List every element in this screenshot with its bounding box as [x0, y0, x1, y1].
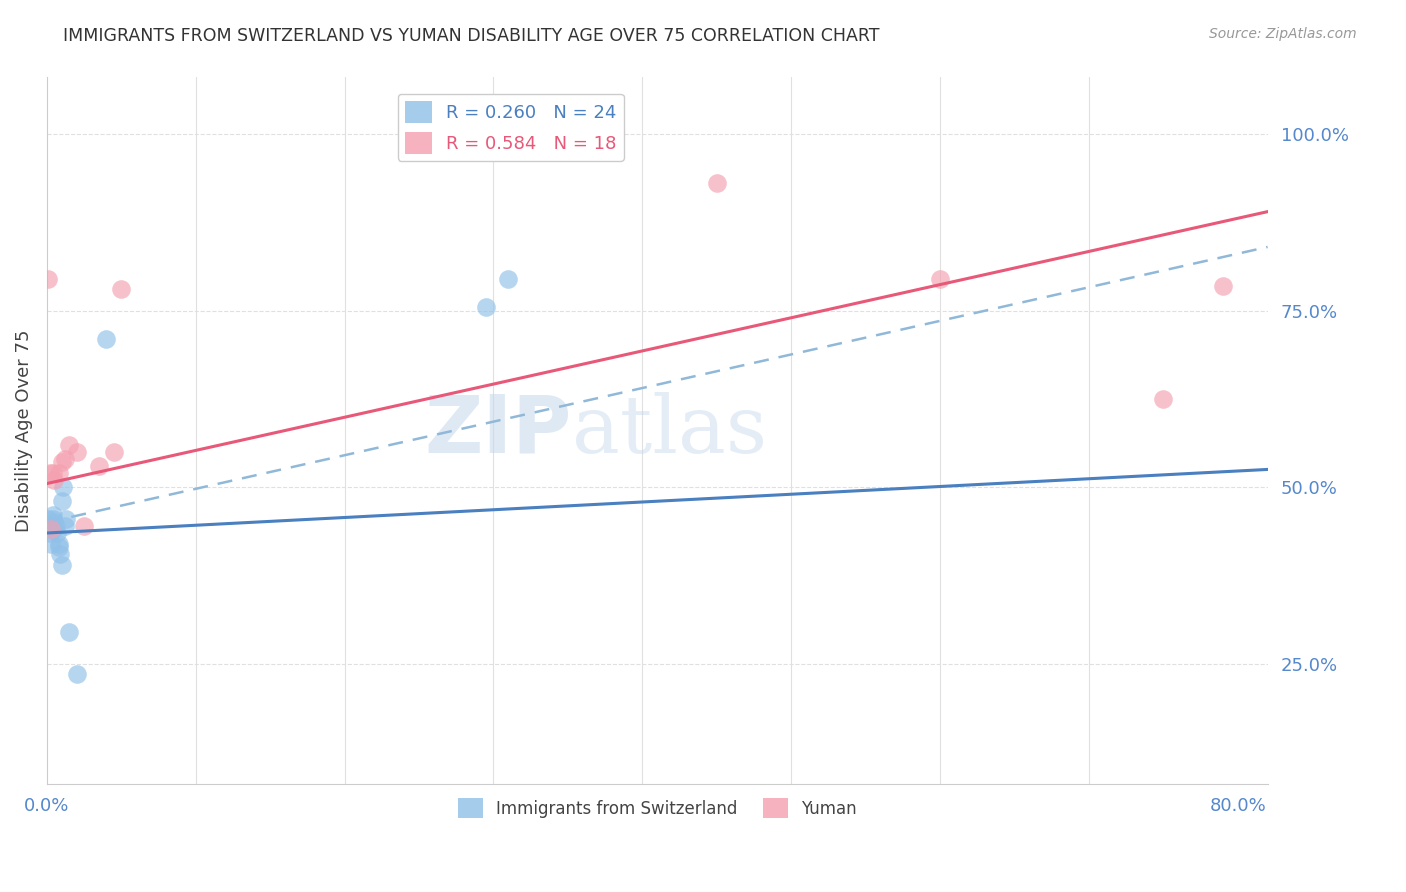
Point — [66, 444, 89, 458]
Point — [53, 519, 76, 533]
Point — [929, 271, 952, 285]
Point — [110, 282, 132, 296]
Point — [41, 523, 63, 537]
Point — [38, 519, 60, 533]
Point — [96, 332, 118, 346]
Point — [45, 519, 67, 533]
Point — [498, 271, 520, 285]
Point — [44, 523, 66, 537]
Point — [706, 177, 728, 191]
Point — [51, 558, 73, 572]
Point — [58, 438, 80, 452]
Point — [44, 473, 66, 487]
Point — [52, 480, 75, 494]
Text: Source: ZipAtlas.com: Source: ZipAtlas.com — [1209, 27, 1357, 41]
Point — [66, 667, 89, 681]
Point — [51, 494, 73, 508]
Point — [42, 466, 65, 480]
Point — [475, 300, 498, 314]
Point — [87, 458, 110, 473]
Point — [38, 466, 60, 480]
Point — [42, 508, 65, 523]
Point — [103, 444, 125, 458]
Point — [55, 512, 77, 526]
Text: ZIP: ZIP — [425, 392, 572, 469]
Point — [49, 547, 72, 561]
Point — [48, 466, 70, 480]
Y-axis label: Disability Age Over 75: Disability Age Over 75 — [15, 329, 32, 532]
Point — [51, 455, 73, 469]
Point — [1212, 278, 1234, 293]
Point — [42, 512, 65, 526]
Point — [38, 526, 60, 541]
Point — [48, 540, 70, 554]
Point — [48, 536, 70, 550]
Point — [37, 271, 59, 285]
Point — [41, 536, 63, 550]
Legend: Immigrants from Switzerland, Yuman: Immigrants from Switzerland, Yuman — [451, 791, 863, 825]
Point — [58, 624, 80, 639]
Text: IMMIGRANTS FROM SWITZERLAND VS YUMAN DISABILITY AGE OVER 75 CORRELATION CHART: IMMIGRANTS FROM SWITZERLAND VS YUMAN DIS… — [63, 27, 880, 45]
Point — [44, 516, 66, 530]
Point — [1152, 392, 1174, 406]
Text: atlas: atlas — [572, 392, 766, 469]
Point — [46, 526, 69, 541]
Point — [73, 519, 96, 533]
Point — [53, 451, 76, 466]
Point — [41, 523, 63, 537]
Point — [37, 512, 59, 526]
